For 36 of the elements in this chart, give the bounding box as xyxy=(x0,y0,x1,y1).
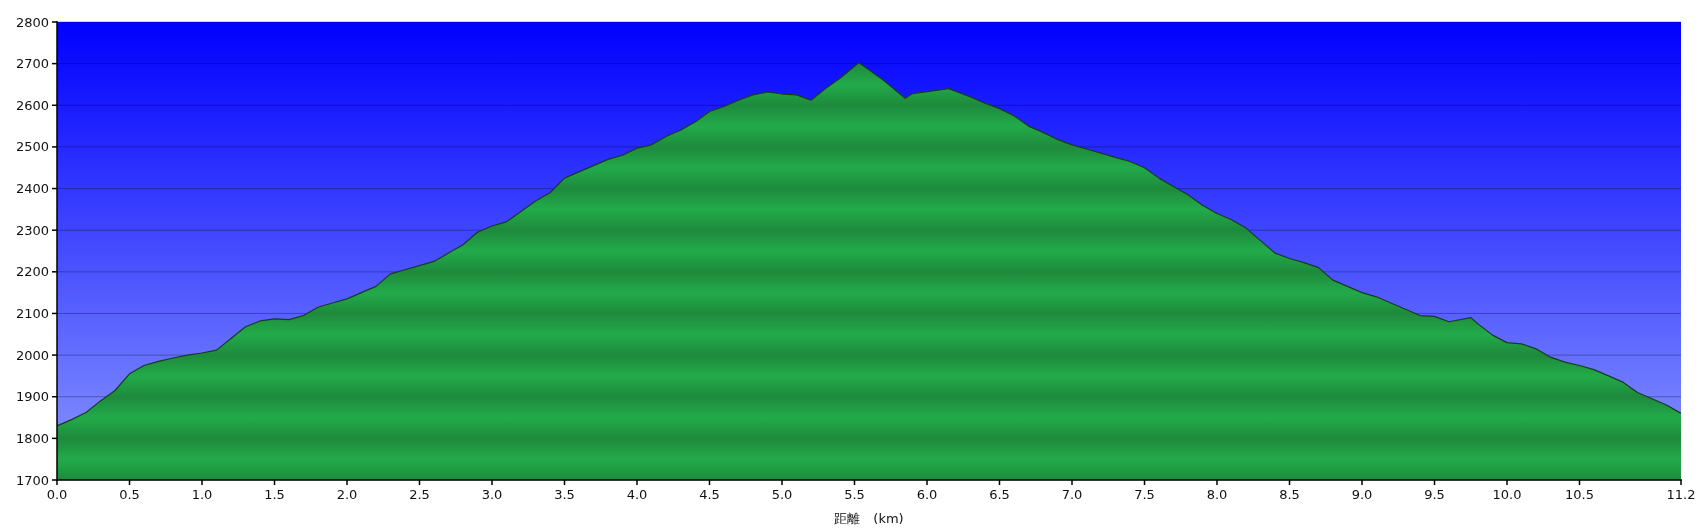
y-tick-label: 2500 xyxy=(15,139,49,155)
x-tick-label: 6.0 xyxy=(916,487,938,502)
x-tick-label: 6.5 xyxy=(989,487,1010,502)
x-tick-label: 3.5 xyxy=(554,487,575,502)
x-tick-label: 7.5 xyxy=(1134,487,1155,502)
x-tick-label: 11.2 xyxy=(1666,487,1696,502)
x-tick-label: 8.5 xyxy=(1279,487,1300,502)
x-tick-label: 0.5 xyxy=(119,487,140,502)
y-tick-label: 2700 xyxy=(15,56,49,72)
x-tick-label: 9.5 xyxy=(1424,487,1445,502)
y-tick-label: 1700 xyxy=(15,472,49,488)
x-tick-label: 3.0 xyxy=(481,487,503,502)
y-tick-label: 2800 xyxy=(15,14,49,30)
x-tick-label: 5.0 xyxy=(771,487,793,502)
x-tick-label: 4.5 xyxy=(699,487,720,502)
x-tick-label: 9.0 xyxy=(1351,487,1373,502)
x-axis-title: 距離 (km) xyxy=(834,511,904,526)
y-tick-label: 2200 xyxy=(15,264,49,280)
x-tick-label: 2.5 xyxy=(409,487,430,502)
y-tick-label: 2600 xyxy=(15,97,49,113)
x-tick-label: 7.0 xyxy=(1061,487,1083,502)
x-tick-label: 1.0 xyxy=(191,487,213,502)
y-tick-label: 1900 xyxy=(15,389,49,405)
y-tick-label: 2100 xyxy=(15,305,49,321)
x-tick-label: 0.0 xyxy=(46,487,68,502)
y-tick-label: 1800 xyxy=(15,430,49,446)
y-tick-label: 2300 xyxy=(15,222,49,238)
x-tick-label: 5.5 xyxy=(844,487,865,502)
y-tick-label: 2000 xyxy=(15,347,49,363)
y-tick-label: 2400 xyxy=(15,181,49,197)
x-tick-label: 1.5 xyxy=(264,487,285,502)
x-tick-label: 4.0 xyxy=(626,487,648,502)
x-tick-label: 10.0 xyxy=(1492,487,1522,502)
x-tick-label: 10.5 xyxy=(1565,487,1594,502)
x-tick-label: 2.0 xyxy=(336,487,358,502)
x-tick-label: 8.0 xyxy=(1206,487,1228,502)
